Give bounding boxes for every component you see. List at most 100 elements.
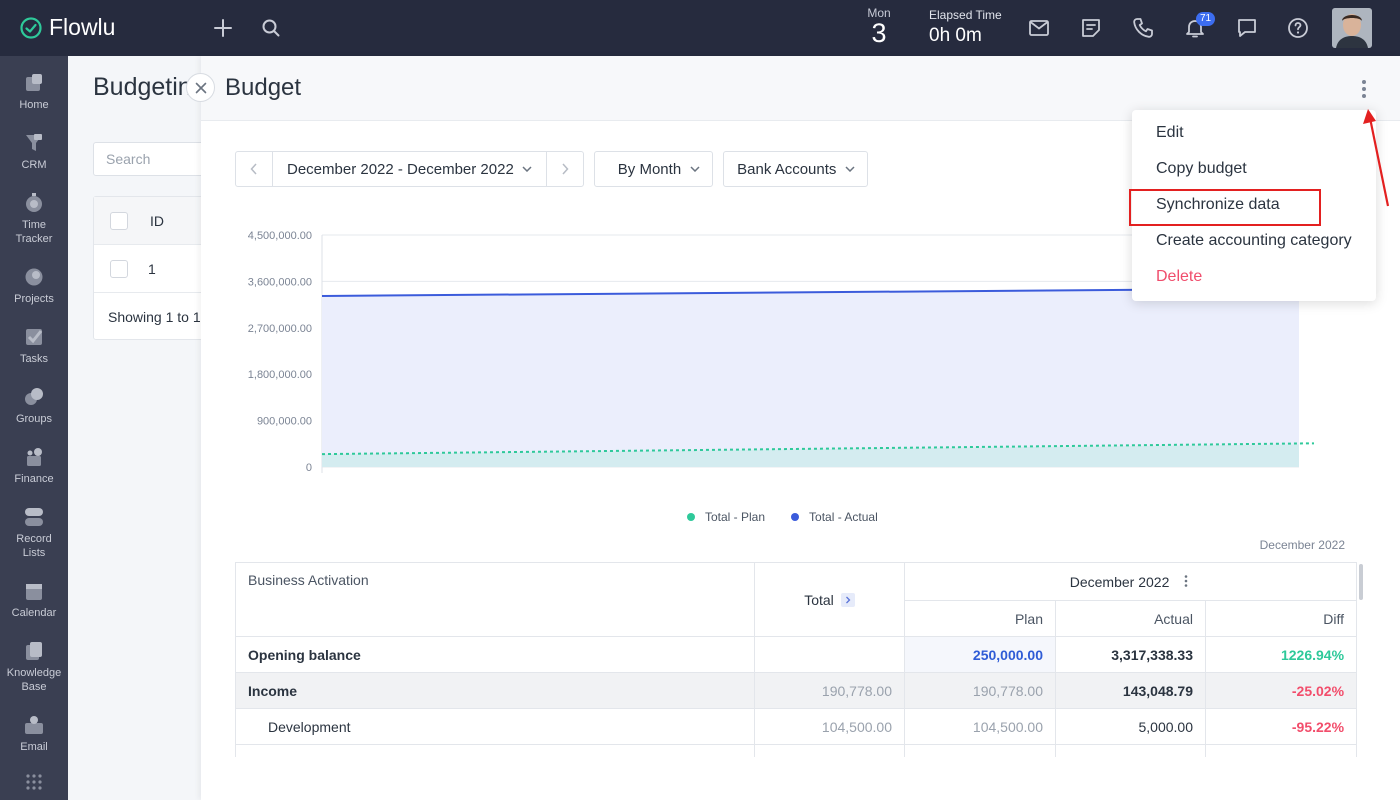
table-header-row: Business Activation Total December 2022	[235, 562, 1358, 637]
record-lists-icon	[25, 508, 43, 526]
sidebar-item-label: Calendar	[11, 607, 57, 619]
row-plan[interactable]: 250,000.00	[904, 636, 1056, 673]
legend-item-actual[interactable]: Total - Actual	[791, 510, 878, 524]
sidebar-item-tasks[interactable]: Tasks	[0, 326, 68, 366]
day-number: 3	[871, 18, 887, 48]
table-row[interactable]	[235, 744, 1358, 757]
accounts-value: Bank Accounts	[737, 160, 837, 178]
annotation-arrow-icon	[1363, 109, 1390, 207]
mail-icon[interactable]	[1027, 16, 1051, 40]
bell-icon[interactable]	[1183, 16, 1207, 40]
date-range-picker: December 2022 - December 2022	[235, 151, 584, 187]
phone-icon[interactable]	[1131, 16, 1155, 40]
sidebar-item-record-lists[interactable]: Record Lists	[0, 506, 68, 560]
row-diff: -95.22%	[1204, 708, 1358, 745]
groups-icon	[25, 388, 43, 405]
budget-options-menu: Edit Copy budget Synchronize data Create…	[1132, 110, 1376, 301]
row-plan[interactable]: 104,500.00	[904, 708, 1056, 745]
calendar-icon	[26, 584, 42, 600]
chat-icon[interactable]	[1235, 16, 1259, 40]
legend-item-plan[interactable]: Total - Plan	[687, 510, 765, 524]
row-checkbox[interactable]	[110, 260, 128, 278]
period-select[interactable]: By Month	[593, 151, 714, 187]
check-circle-icon	[20, 16, 42, 39]
sidebar-item-label: Time Tracker	[15, 219, 53, 245]
month-label: December 2022	[1069, 573, 1170, 590]
menu-item-delete[interactable]: Delete	[1156, 268, 1203, 285]
elapsed-time[interactable]: Elapsed Time 0h 0m	[929, 8, 1002, 47]
row-cell	[235, 744, 755, 757]
table-scrollbar[interactable]	[1359, 564, 1363, 600]
menu-item-synchronize-data[interactable]: Synchronize data	[1156, 196, 1280, 213]
table-row[interactable]: Opening balance 250,000.00 3,317,338.33 …	[235, 636, 1358, 673]
sidebar-item-email[interactable]: Email	[0, 714, 68, 754]
table-row[interactable]: Income 190,778.00 190,778.00 143,048.79 …	[235, 672, 1358, 709]
crm-icon	[26, 134, 42, 151]
select-all-checkbox[interactable]	[110, 212, 128, 230]
projects-icon	[25, 268, 43, 286]
next-period-button[interactable]	[547, 152, 583, 186]
sidebar-item-home[interactable]: Home	[0, 72, 68, 112]
x-tick-label: December 2022	[1260, 538, 1346, 552]
total-header: Total	[754, 562, 905, 637]
sidebar-item-knowledge-base[interactable]: Knowledge Base	[0, 640, 68, 694]
app-name: Flowlu	[49, 14, 116, 40]
sidebar-item-finance[interactable]: Finance	[0, 446, 68, 486]
day-name: Mon	[867, 6, 891, 20]
user-avatar[interactable]	[1332, 8, 1372, 48]
prev-period-button[interactable]	[236, 152, 272, 186]
row-diff: -25.02%	[1204, 672, 1358, 709]
sidebar-item-label: Knowledge Base	[6, 667, 62, 693]
page-title: Budgetin	[93, 73, 192, 101]
apps-grid-icon[interactable]	[24, 772, 44, 792]
table-row[interactable]: Development 104,500.00 104,500.00 5,000.…	[235, 708, 1358, 745]
id-column-header[interactable]: ID	[150, 213, 164, 229]
elapsed-label: Elapsed Time	[929, 8, 1002, 22]
close-panel-button[interactable]	[186, 73, 215, 102]
notification-badge: 71	[1196, 12, 1216, 26]
y-tick-label: 0	[306, 462, 312, 474]
accounts-select[interactable]: Bank Accounts	[723, 151, 869, 187]
budget-panel: Budget December 2022 - December 2022 By …	[201, 56, 1400, 800]
sidebar-item-label: Groups	[15, 413, 53, 425]
app-logo[interactable]: Flowlu	[20, 14, 115, 41]
row-actual: 5,000.00	[1055, 708, 1206, 745]
sidebar-item-label: Home	[19, 99, 49, 111]
menu-item-create-accounting-category[interactable]: Create accounting category	[1156, 232, 1352, 249]
help-icon[interactable]	[1286, 16, 1310, 40]
chevron-right-icon	[845, 596, 851, 603]
close-icon	[195, 82, 206, 93]
top-bar: Flowlu Mon 3 Elapsed Time 0h 0m 71	[0, 0, 1400, 56]
month-options-icon[interactable]	[1181, 574, 1191, 588]
user-photo	[1332, 8, 1372, 48]
sidebar-item-crm[interactable]: CRM	[0, 132, 68, 172]
panel-title: Budget	[225, 74, 302, 101]
date-range-select[interactable]: December 2022 - December 2022	[272, 152, 547, 186]
row-diff: 1226.94%	[1204, 636, 1358, 673]
row-actual: 143,048.79	[1055, 672, 1206, 709]
more-options-icon[interactable]	[1354, 78, 1374, 100]
plus-icon[interactable]	[211, 16, 235, 40]
elapsed-value: 0h 0m	[929, 25, 982, 46]
menu-item-edit[interactable]: Edit	[1156, 124, 1184, 141]
menu-item-copy-budget[interactable]: Copy budget	[1156, 160, 1247, 177]
y-tick-label: 900,000.00	[257, 416, 312, 428]
chevron-down-icon	[845, 166, 855, 172]
calendar-day[interactable]: Mon 3	[866, 6, 892, 48]
legend-dot-plan	[687, 513, 695, 521]
sidebar-item-groups[interactable]: Groups	[0, 386, 68, 426]
search-icon[interactable]	[259, 16, 283, 40]
notes-icon[interactable]	[1079, 16, 1103, 40]
sidebar-item-calendar[interactable]: Calendar	[0, 580, 68, 620]
budget-table: Business Activation Total December 2022 …	[235, 562, 1358, 757]
actual-header: Actual	[1055, 600, 1206, 637]
sidebar-item-time-tracker[interactable]: Time Tracker	[0, 192, 68, 246]
row-total: 190,778.00	[754, 672, 905, 709]
row-id: 1	[148, 261, 156, 277]
sidebar-item-projects[interactable]: Projects	[0, 266, 68, 306]
month-header: December 2022	[903, 562, 1358, 601]
table-row[interactable]: 1	[94, 245, 232, 293]
chevron-left-icon	[250, 163, 257, 175]
expand-total-button[interactable]	[840, 592, 855, 607]
tasks-icon	[26, 329, 43, 345]
